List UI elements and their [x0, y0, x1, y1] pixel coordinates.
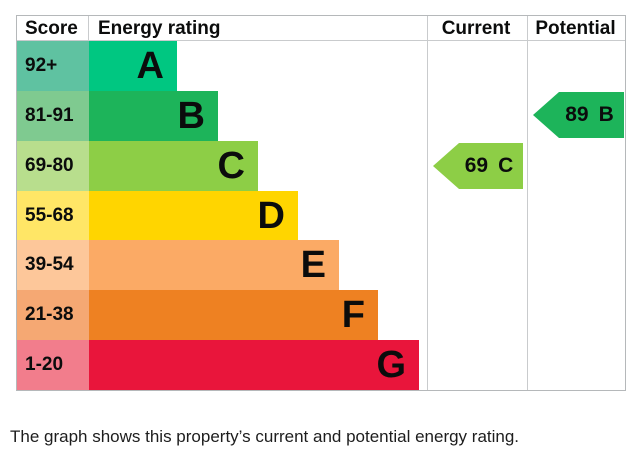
header-energy-rating: Energy rating: [98, 17, 221, 39]
graph-caption: The graph shows this property’s current …: [10, 427, 520, 446]
band-c-score: 69-80: [17, 140, 89, 191]
band-e-letter: E: [300, 244, 326, 287]
band-f-bar: F: [89, 290, 378, 341]
band-b-letter: B: [177, 94, 205, 137]
band-d-score: 55-68: [17, 190, 89, 241]
band-e-score: 39-54: [17, 240, 89, 291]
bands-area: 92+ A 81-91 B 69-80 C 55-68: [17, 41, 625, 391]
band-row-b: 81-91 B: [17, 90, 625, 141]
epc-table: Score Energy rating Current Potential 92…: [16, 15, 626, 391]
band-f-letter: F: [341, 294, 365, 337]
band-a-letter: A: [136, 44, 164, 87]
current-rating-band: C: [498, 154, 514, 177]
band-g-score: 1-20: [17, 340, 89, 391]
band-f-score: 21-38: [17, 290, 89, 341]
current-column-divider: [427, 16, 428, 390]
band-row-c: 69-80 C: [17, 140, 625, 191]
band-row-e: 39-54 E: [17, 240, 625, 291]
band-row-g: 1-20 G: [17, 340, 625, 391]
header-current: Current: [441, 17, 511, 39]
potential-rating-value: 89: [565, 103, 589, 126]
band-c-letter: C: [217, 144, 245, 187]
band-row-f: 21-38 F: [17, 290, 625, 341]
potential-column-divider: [527, 16, 528, 390]
band-row-d: 55-68 D: [17, 190, 625, 241]
header-score: Score: [17, 15, 89, 41]
band-b-bar: B: [89, 90, 218, 141]
band-a-score: 92+: [17, 41, 89, 91]
band-e-bar: E: [89, 240, 339, 291]
potential-rating-band: B: [598, 103, 614, 126]
table-header-row: Score Energy rating Current Potential: [17, 15, 625, 41]
band-d-bar: D: [89, 190, 298, 241]
current-rating-value: 69: [464, 154, 489, 177]
header-potential: Potential: [535, 17, 616, 39]
band-d-letter: D: [257, 194, 285, 237]
band-c-bar: C: [89, 140, 258, 191]
band-b-score: 81-91: [17, 90, 89, 141]
band-row-a: 92+ A: [17, 41, 625, 91]
band-g-bar: G: [89, 340, 419, 391]
band-a-bar: A: [89, 41, 177, 91]
band-g-letter: G: [376, 344, 406, 387]
